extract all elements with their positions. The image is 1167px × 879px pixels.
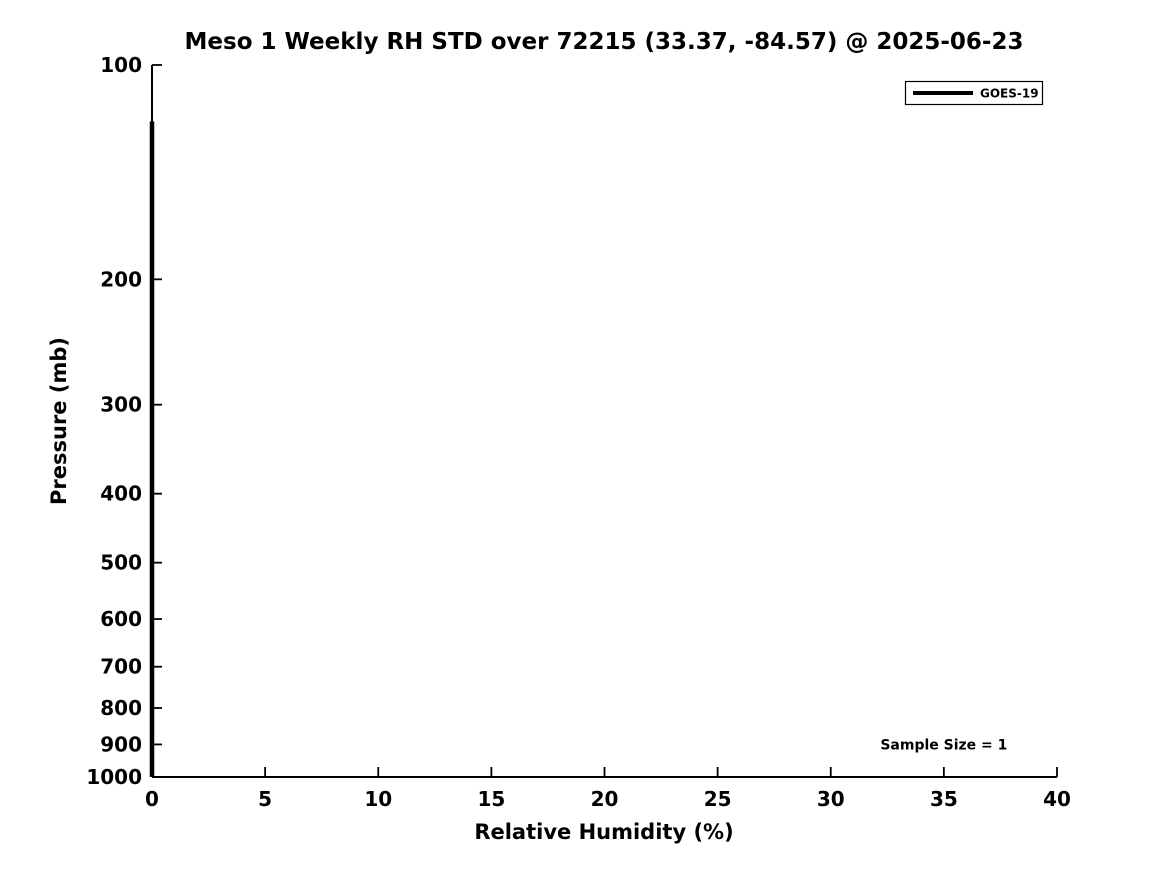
x-tick-label: 35 xyxy=(930,787,958,811)
legend-box xyxy=(904,80,1044,106)
sample-size-annotation: Sample Size = 1 xyxy=(880,737,1007,753)
y-tick-label: 1000 xyxy=(86,765,142,789)
x-axis: 0 5 10 15 20 25 30 35 40 Relative Humidity (%) xyxy=(145,767,1071,844)
y-tick-label: 100 xyxy=(100,53,142,77)
x-tick-group: 0 5 10 15 20 25 30 35 40 xyxy=(145,767,1071,811)
y-tick-label: 200 xyxy=(100,267,142,291)
legend: GOES-19 xyxy=(904,80,1044,106)
y-axis-label: Pressure (mb) xyxy=(47,337,71,505)
y-axis: 100 200 300 400 500 600 700 800 900 1000 Pressure… xyxy=(47,53,162,789)
y-tick-label: 800 xyxy=(100,696,142,720)
legend-label: GOES-19 xyxy=(980,87,1039,101)
y-tick-label: 300 xyxy=(100,393,142,417)
x-tick-label: 5 xyxy=(258,787,272,811)
y-tick-label: 400 xyxy=(100,482,142,506)
chart-title: Meso 1 Weekly RH STD over 72215 (33.37, … xyxy=(185,29,1024,55)
x-tick-label: 20 xyxy=(591,787,619,811)
x-tick-label: 0 xyxy=(145,787,159,811)
x-tick-label: 25 xyxy=(704,787,732,811)
y-tick-label: 500 xyxy=(100,551,142,575)
x-tick-label: 10 xyxy=(364,787,392,811)
x-axis-label: Relative Humidity (%) xyxy=(474,820,733,844)
y-tick-group: 100 200 300 400 500 600 700 800 900 1000 xyxy=(86,53,162,789)
x-tick-label: 15 xyxy=(477,787,505,811)
y-tick-label: 900 xyxy=(100,732,142,756)
x-tick-label: 40 xyxy=(1043,787,1071,811)
y-tick-label: 700 xyxy=(100,655,142,679)
y-tick-label: 600 xyxy=(100,607,142,631)
x-tick-label: 30 xyxy=(817,787,845,811)
